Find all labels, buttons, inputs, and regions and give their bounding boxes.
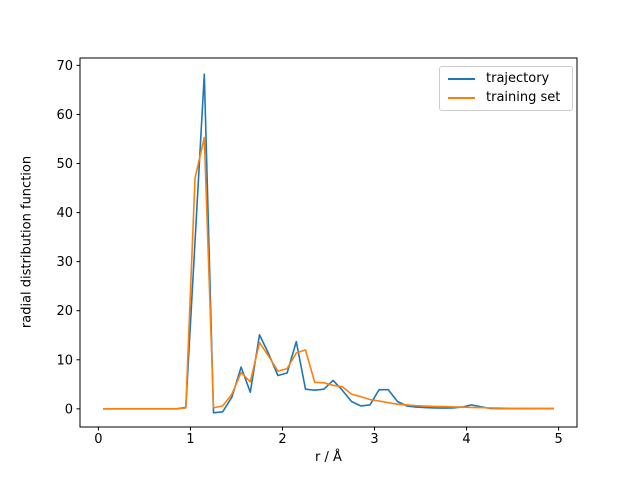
y-tick-label: 40 [56,206,73,221]
legend-entry-trajectory: trajectory [448,71,564,87]
x-tick-label: 2 [278,432,286,447]
x-tick-label: 3 [370,432,378,447]
x-tick-label: 5 [554,432,562,447]
x-tick-label: 4 [462,432,470,447]
legend-label-training-set: training set [486,89,561,105]
axes-frame [79,57,578,428]
x-tick-label: 1 [186,432,194,447]
y-tick-label: 20 [56,304,73,319]
y-tick-label: 50 [56,157,73,172]
y-tick-label: 70 [56,59,73,74]
y-axis-label: radial distribution function [19,155,35,329]
legend-entry-training-set: training set [448,90,564,106]
y-tick-label: 60 [56,108,73,123]
trajectory-line-sample-icon [448,78,475,81]
y-tick-label: 10 [56,353,73,368]
legend: trajectory training set [439,66,573,111]
lines-layer [103,73,554,414]
legend-label-trajectory: trajectory [486,71,550,87]
series-line-trajectory [103,73,554,414]
training-set-line-sample-icon [448,96,475,99]
x-axis-label: r / Å [315,450,342,465]
y-tick-label: 30 [56,255,73,270]
series-line-training-set [103,136,554,410]
y-tick-label: 0 [65,402,73,417]
x-tick-label: 0 [94,432,102,447]
